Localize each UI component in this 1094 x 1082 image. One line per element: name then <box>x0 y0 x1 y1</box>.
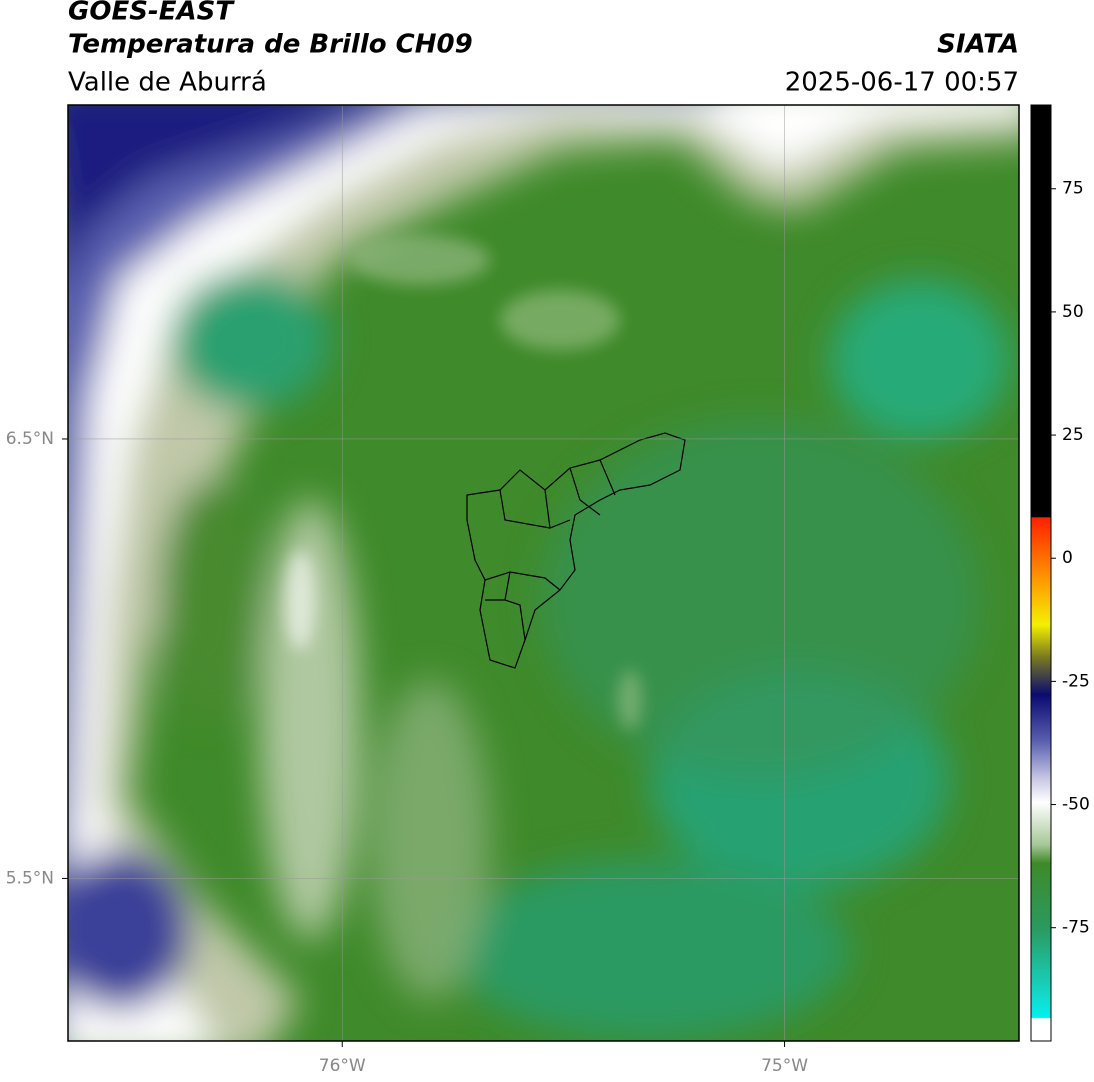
title: GOES-EAST <box>68 0 235 27</box>
colorbar-tick-label: -50 <box>1062 795 1090 815</box>
source: SIATA <box>937 30 1019 60</box>
colorbar-tick-label: 25 <box>1062 425 1084 445</box>
satellite-image <box>68 105 1019 1041</box>
colorbar-tick-label: 50 <box>1062 302 1084 322</box>
x-tick-label: 76°W <box>319 1056 366 1076</box>
subtitle: Temperatura de Brillo CH09 <box>68 30 473 60</box>
grid <box>68 105 1019 1041</box>
colorbar-tick-label: -25 <box>1062 671 1090 691</box>
region: Valle de Aburrá <box>68 68 267 98</box>
x-tick-label: 75°W <box>761 1056 808 1076</box>
y-tick-label: 6.5°N <box>6 429 54 449</box>
colorbar-tick-label: -75 <box>1062 918 1090 938</box>
plot-frame <box>67 104 1020 1042</box>
y-tick-label: 5.5°N <box>6 868 54 888</box>
region-outline <box>466 432 686 669</box>
colorbar <box>1030 104 1052 1042</box>
date: 2025-06-17 00:57 <box>785 68 1019 98</box>
colorbar-tick-label: 75 <box>1062 179 1084 199</box>
colorbar-tick-label: 0 <box>1062 548 1073 568</box>
